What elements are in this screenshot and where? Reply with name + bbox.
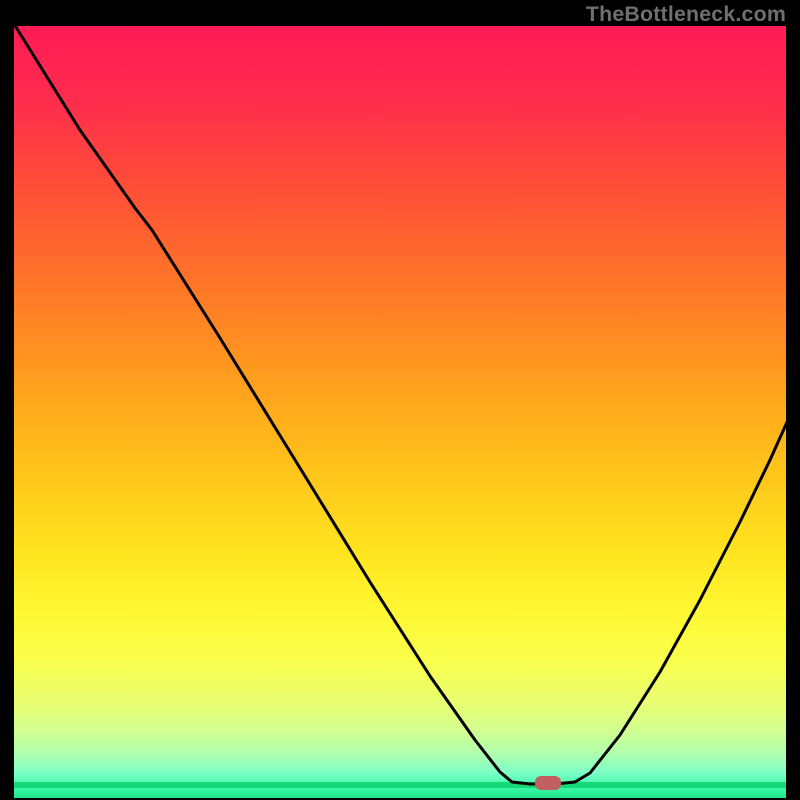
bottleneck-chart bbox=[0, 0, 800, 800]
watermark-text: TheBottleneck.com bbox=[586, 2, 786, 27]
baseline-band bbox=[12, 782, 788, 788]
gradient-background bbox=[12, 24, 788, 800]
optimum-marker bbox=[535, 776, 561, 790]
chart-stage: TheBottleneck.com bbox=[0, 0, 800, 800]
